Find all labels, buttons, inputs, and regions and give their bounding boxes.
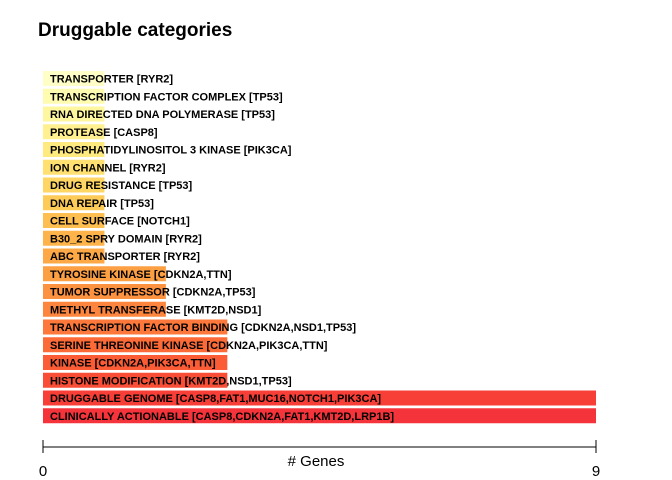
- x-axis-label: # Genes: [288, 453, 345, 470]
- bar-7: [43, 195, 105, 211]
- bar-label-19: CLINICALLY ACTIONABLE [CASP8,CDKN2A,FAT1…: [50, 411, 394, 423]
- chart-title: Druggable categories: [38, 20, 232, 41]
- bar-label-14: TRANSCRIPTION FACTOR BINDING [CDKN2A,NSD…: [50, 322, 356, 334]
- bar-18: [43, 390, 596, 406]
- bar-6: [43, 177, 105, 193]
- bar-label-2: RNA DIRECTED DNA POLYMERASE [TP53]: [50, 109, 275, 121]
- x-tick-label-0: 0: [39, 463, 47, 480]
- bar-8: [43, 213, 105, 228]
- bar-16: [43, 355, 228, 370]
- bar-4: [43, 142, 105, 157]
- bar-label-0: TRANSPORTER [RYR2]: [50, 74, 173, 86]
- bar-label-9: B30_2 SPRY DOMAIN [RYR2]: [50, 233, 202, 245]
- x-axis: 0 9 # Genes: [39, 440, 600, 480]
- bar-10: [43, 248, 105, 264]
- bar-14: [43, 319, 228, 335]
- bar-label-1: TRANSCRIPTION FACTOR COMPLEX [TP53]: [50, 91, 283, 103]
- bar-2: [43, 106, 105, 122]
- bar-13: [43, 301, 166, 317]
- bar-label-5: ION CHANNEL [RYR2]: [50, 162, 166, 174]
- bar-5: [43, 159, 105, 175]
- bar-label-18: DRUGGABLE GENOME [CASP8,FAT1,MUC16,NOTCH…: [50, 393, 381, 405]
- bar-label-16: KINASE [CDKN2A,PIK3CA,TTN]: [50, 358, 216, 370]
- bar-label-13: METHYL TRANSFERASE [KMT2D,NSD1]: [50, 304, 262, 316]
- bar-12: [43, 284, 166, 299]
- bar-3: [43, 124, 105, 140]
- bar-label-7: DNA REPAIR [TP53]: [50, 198, 154, 210]
- bar-17: [43, 372, 228, 388]
- bar-label-6: DRUG RESISTANCE [TP53]: [50, 180, 193, 192]
- bar-label-3: PROTEASE [CASP8]: [50, 127, 158, 139]
- bar-9: [43, 230, 105, 246]
- bar-label-11: TYROSINE KINASE [CDKN2A,TTN]: [50, 269, 232, 281]
- bar-label-10: ABC TRANSPORTER [RYR2]: [50, 251, 200, 263]
- bar-label-12: TUMOR SUPPRESSOR [CDKN2A,TP53]: [50, 287, 256, 299]
- bar-label-17: HISTONE MODIFICATION [KMT2D,NSD1,TP53]: [50, 375, 292, 387]
- bar-label-4: PHOSPHATIDYLINOSITOL 3 KINASE [PIK3CA]: [50, 145, 292, 157]
- bar-group: TRANSPORTER [RYR2] TRANSCRIPTION FACTOR C…: [43, 71, 596, 424]
- bar-0: [43, 71, 105, 86]
- bar-label-15: SERINE THREONINE KINASE [CDKN2A,PIK3CA,T…: [50, 340, 328, 352]
- bar-11: [43, 266, 166, 282]
- x-tick-label-max: 9: [592, 463, 600, 480]
- bar-1: [43, 88, 105, 104]
- bar-15: [43, 337, 228, 353]
- bar-19: [43, 408, 596, 424]
- bar-label-8: CELL SURFACE [NOTCH1]: [50, 216, 190, 228]
